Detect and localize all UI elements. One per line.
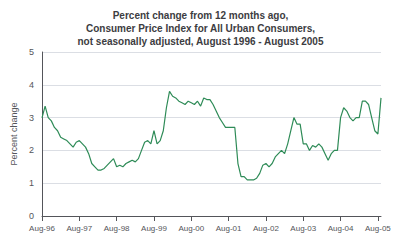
svg-text:3: 3	[29, 113, 34, 123]
svg-text:Aug-01: Aug-01	[216, 224, 242, 233]
svg-text:Aug-97: Aug-97	[66, 224, 92, 233]
svg-text:Aug-03: Aug-03	[290, 224, 316, 233]
svg-text:Aug-96: Aug-96	[29, 224, 55, 233]
svg-text:Aug-05: Aug-05	[365, 224, 391, 233]
svg-text:0: 0	[29, 211, 34, 221]
svg-text:Percent change from 12 months: Percent change from 12 months ago,	[113, 10, 289, 21]
svg-text:Consumer Price Index for All U: Consumer Price Index for All Urban Consu…	[86, 23, 315, 34]
svg-text:Aug-02: Aug-02	[253, 224, 279, 233]
svg-text:not seasonally adjusted, Augus: not seasonally adjusted, August 1996 - A…	[78, 36, 324, 47]
svg-text:5: 5	[29, 47, 34, 57]
svg-text:2: 2	[29, 145, 34, 155]
svg-text:Aug-99: Aug-99	[141, 224, 167, 233]
svg-text:4: 4	[29, 80, 34, 90]
svg-text:Aug-04: Aug-04	[328, 224, 354, 233]
svg-text:1: 1	[29, 178, 34, 188]
svg-text:Aug-00: Aug-00	[178, 224, 204, 233]
svg-text:Percent change: Percent change	[9, 102, 19, 165]
svg-text:Aug-98: Aug-98	[104, 224, 130, 233]
